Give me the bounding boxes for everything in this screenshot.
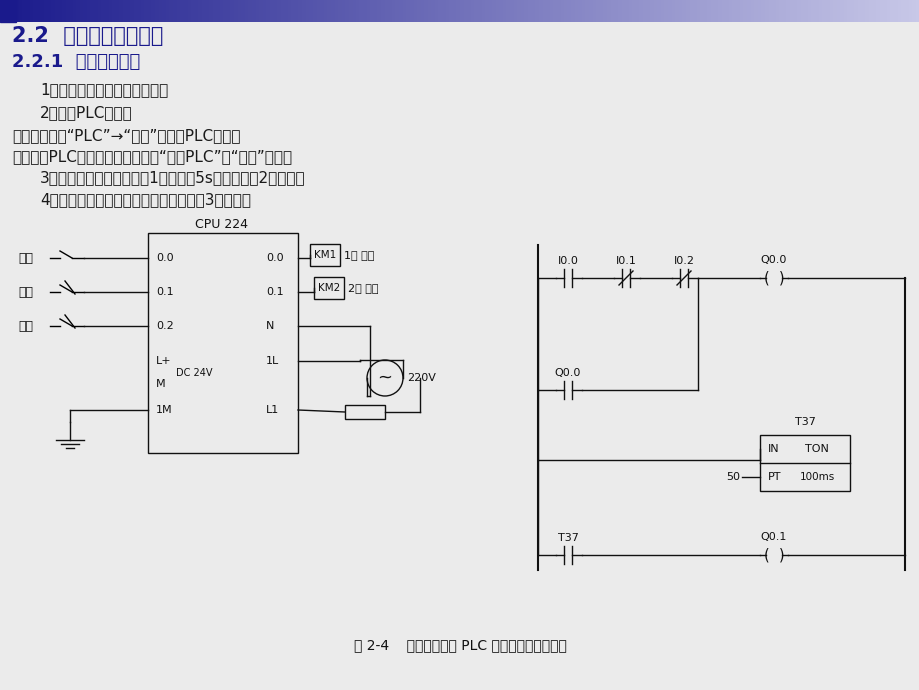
Text: KM2: KM2 (318, 283, 340, 293)
Text: 图 2-4    电动机控制的 PLC 外部接线图与梯形图: 图 2-4 电动机控制的 PLC 外部接线图与梯形图 (353, 638, 566, 652)
Text: TON: TON (804, 444, 828, 454)
Text: CPU 224: CPU 224 (196, 217, 248, 230)
Text: (  ): ( ) (763, 270, 784, 286)
Bar (0, 0, 16, 22)
Text: 执行菜单命令“PLC”→“类型”，设置PLC型号。: 执行菜单命令“PLC”→“类型”，设置PLC型号。 (12, 128, 240, 144)
Bar (313, 277, 344, 299)
Text: I0.1: I0.1 (615, 256, 636, 266)
Text: I0.0: I0.0 (557, 256, 578, 266)
Bar (759, 435, 849, 491)
Text: 2.2  程序的编写与传送: 2.2 程序的编写与传送 (12, 26, 164, 46)
Text: IN: IN (767, 444, 778, 454)
Text: 0.0: 0.0 (156, 253, 174, 263)
Text: (  ): ( ) (763, 547, 784, 562)
Text: M: M (156, 379, 165, 389)
Text: 1号 电机: 1号 电机 (344, 250, 374, 260)
Text: 1L: 1L (266, 356, 279, 366)
Text: 0.0: 0.0 (266, 253, 283, 263)
Text: L1: L1 (266, 405, 279, 415)
Text: 220V: 220V (406, 373, 436, 383)
Text: Q0.0: Q0.0 (554, 368, 581, 378)
Text: T37: T37 (794, 417, 814, 427)
Text: 1M: 1M (156, 405, 173, 415)
Text: KM1: KM1 (313, 250, 335, 260)
Text: 4．编写用户程序的演示，放置定时器的3种方法。: 4．编写用户程序的演示，放置定时器的3种方法。 (40, 193, 251, 208)
Text: L+: L+ (156, 356, 172, 366)
Text: 0.1: 0.1 (266, 287, 283, 297)
Text: 2号 电机: 2号 电机 (347, 283, 378, 293)
Text: 1．创建项目或打开已有的项目: 1．创建项目或打开已有的项目 (40, 83, 168, 97)
Text: T37: T37 (557, 533, 578, 543)
Text: 100ms: 100ms (800, 472, 834, 482)
Text: PT: PT (767, 472, 780, 482)
Text: 2．设置PLC的型号: 2．设置PLC的型号 (40, 106, 132, 121)
Text: 0.2: 0.2 (156, 321, 174, 331)
Text: I0.2: I0.2 (673, 256, 694, 266)
Text: 过载: 过载 (18, 319, 33, 333)
Bar (148, 233, 298, 453)
Text: 起动: 起动 (18, 251, 33, 264)
Text: 3．控制要求：用按鈕起动1号电机，5s后自动起动2号电机。: 3．控制要求：用按鈕起动1号电机，5s后自动起动2号电机。 (40, 170, 305, 186)
Text: 0.1: 0.1 (156, 287, 174, 297)
Bar (345, 405, 384, 419)
Text: Q0.0: Q0.0 (760, 255, 787, 265)
Text: 停止: 停止 (18, 286, 33, 299)
Text: 2.2.1  生成用户程序: 2.2.1 生成用户程序 (12, 53, 140, 71)
Text: 50: 50 (725, 472, 739, 482)
Text: ~: ~ (377, 369, 392, 387)
Bar (310, 244, 340, 266)
Text: Q0.1: Q0.1 (760, 532, 787, 542)
Text: N: N (266, 321, 274, 331)
Text: 建立起与PLC的通信连接后，单击“读取PLC”和“确认”按鈕。: 建立起与PLC的通信连接后，单击“读取PLC”和“确认”按鈕。 (12, 150, 292, 164)
Text: DC 24V: DC 24V (176, 368, 212, 378)
